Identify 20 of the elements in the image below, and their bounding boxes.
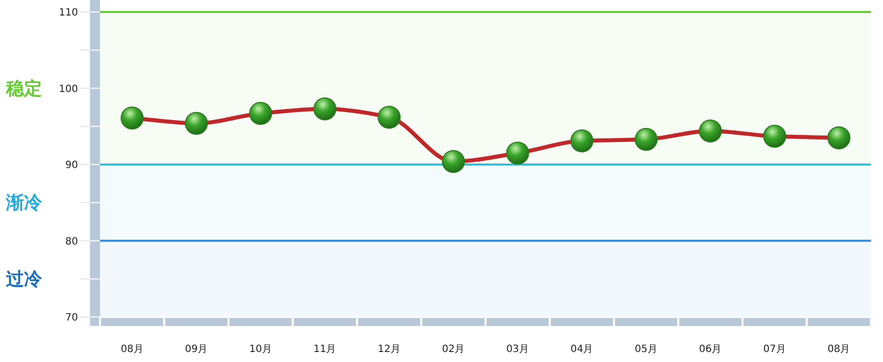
x-tick-label: 12月 xyxy=(378,344,400,355)
x-tick-label: 09月 xyxy=(185,344,208,355)
x-tick-label: 04月 xyxy=(570,344,594,355)
y-tick-label: 110 xyxy=(58,8,78,18)
y-tick-label: 80 xyxy=(65,236,78,248)
x-tick-label: 06月 xyxy=(699,344,722,355)
y-tick-label: 90 xyxy=(65,160,78,171)
y-tick-label: 100 xyxy=(58,84,78,95)
x-tick-label: 07月 xyxy=(763,344,786,355)
band-label: 稳定 xyxy=(5,78,42,100)
x-tick-label: 08月 xyxy=(120,344,144,355)
x-tick-label: 05月 xyxy=(634,344,658,355)
x-tick-label: 10月 xyxy=(249,344,272,355)
y-tick-label: 70 xyxy=(65,312,78,324)
x-tick-label: 11月 xyxy=(314,344,336,355)
x-tick-label: 08月 xyxy=(828,344,850,355)
x-tick-label: 03月 xyxy=(506,344,529,355)
band-label: 过冷 xyxy=(5,268,43,290)
band-label: 渐冷 xyxy=(5,192,43,214)
x-tick-label: 02月 xyxy=(442,344,465,355)
